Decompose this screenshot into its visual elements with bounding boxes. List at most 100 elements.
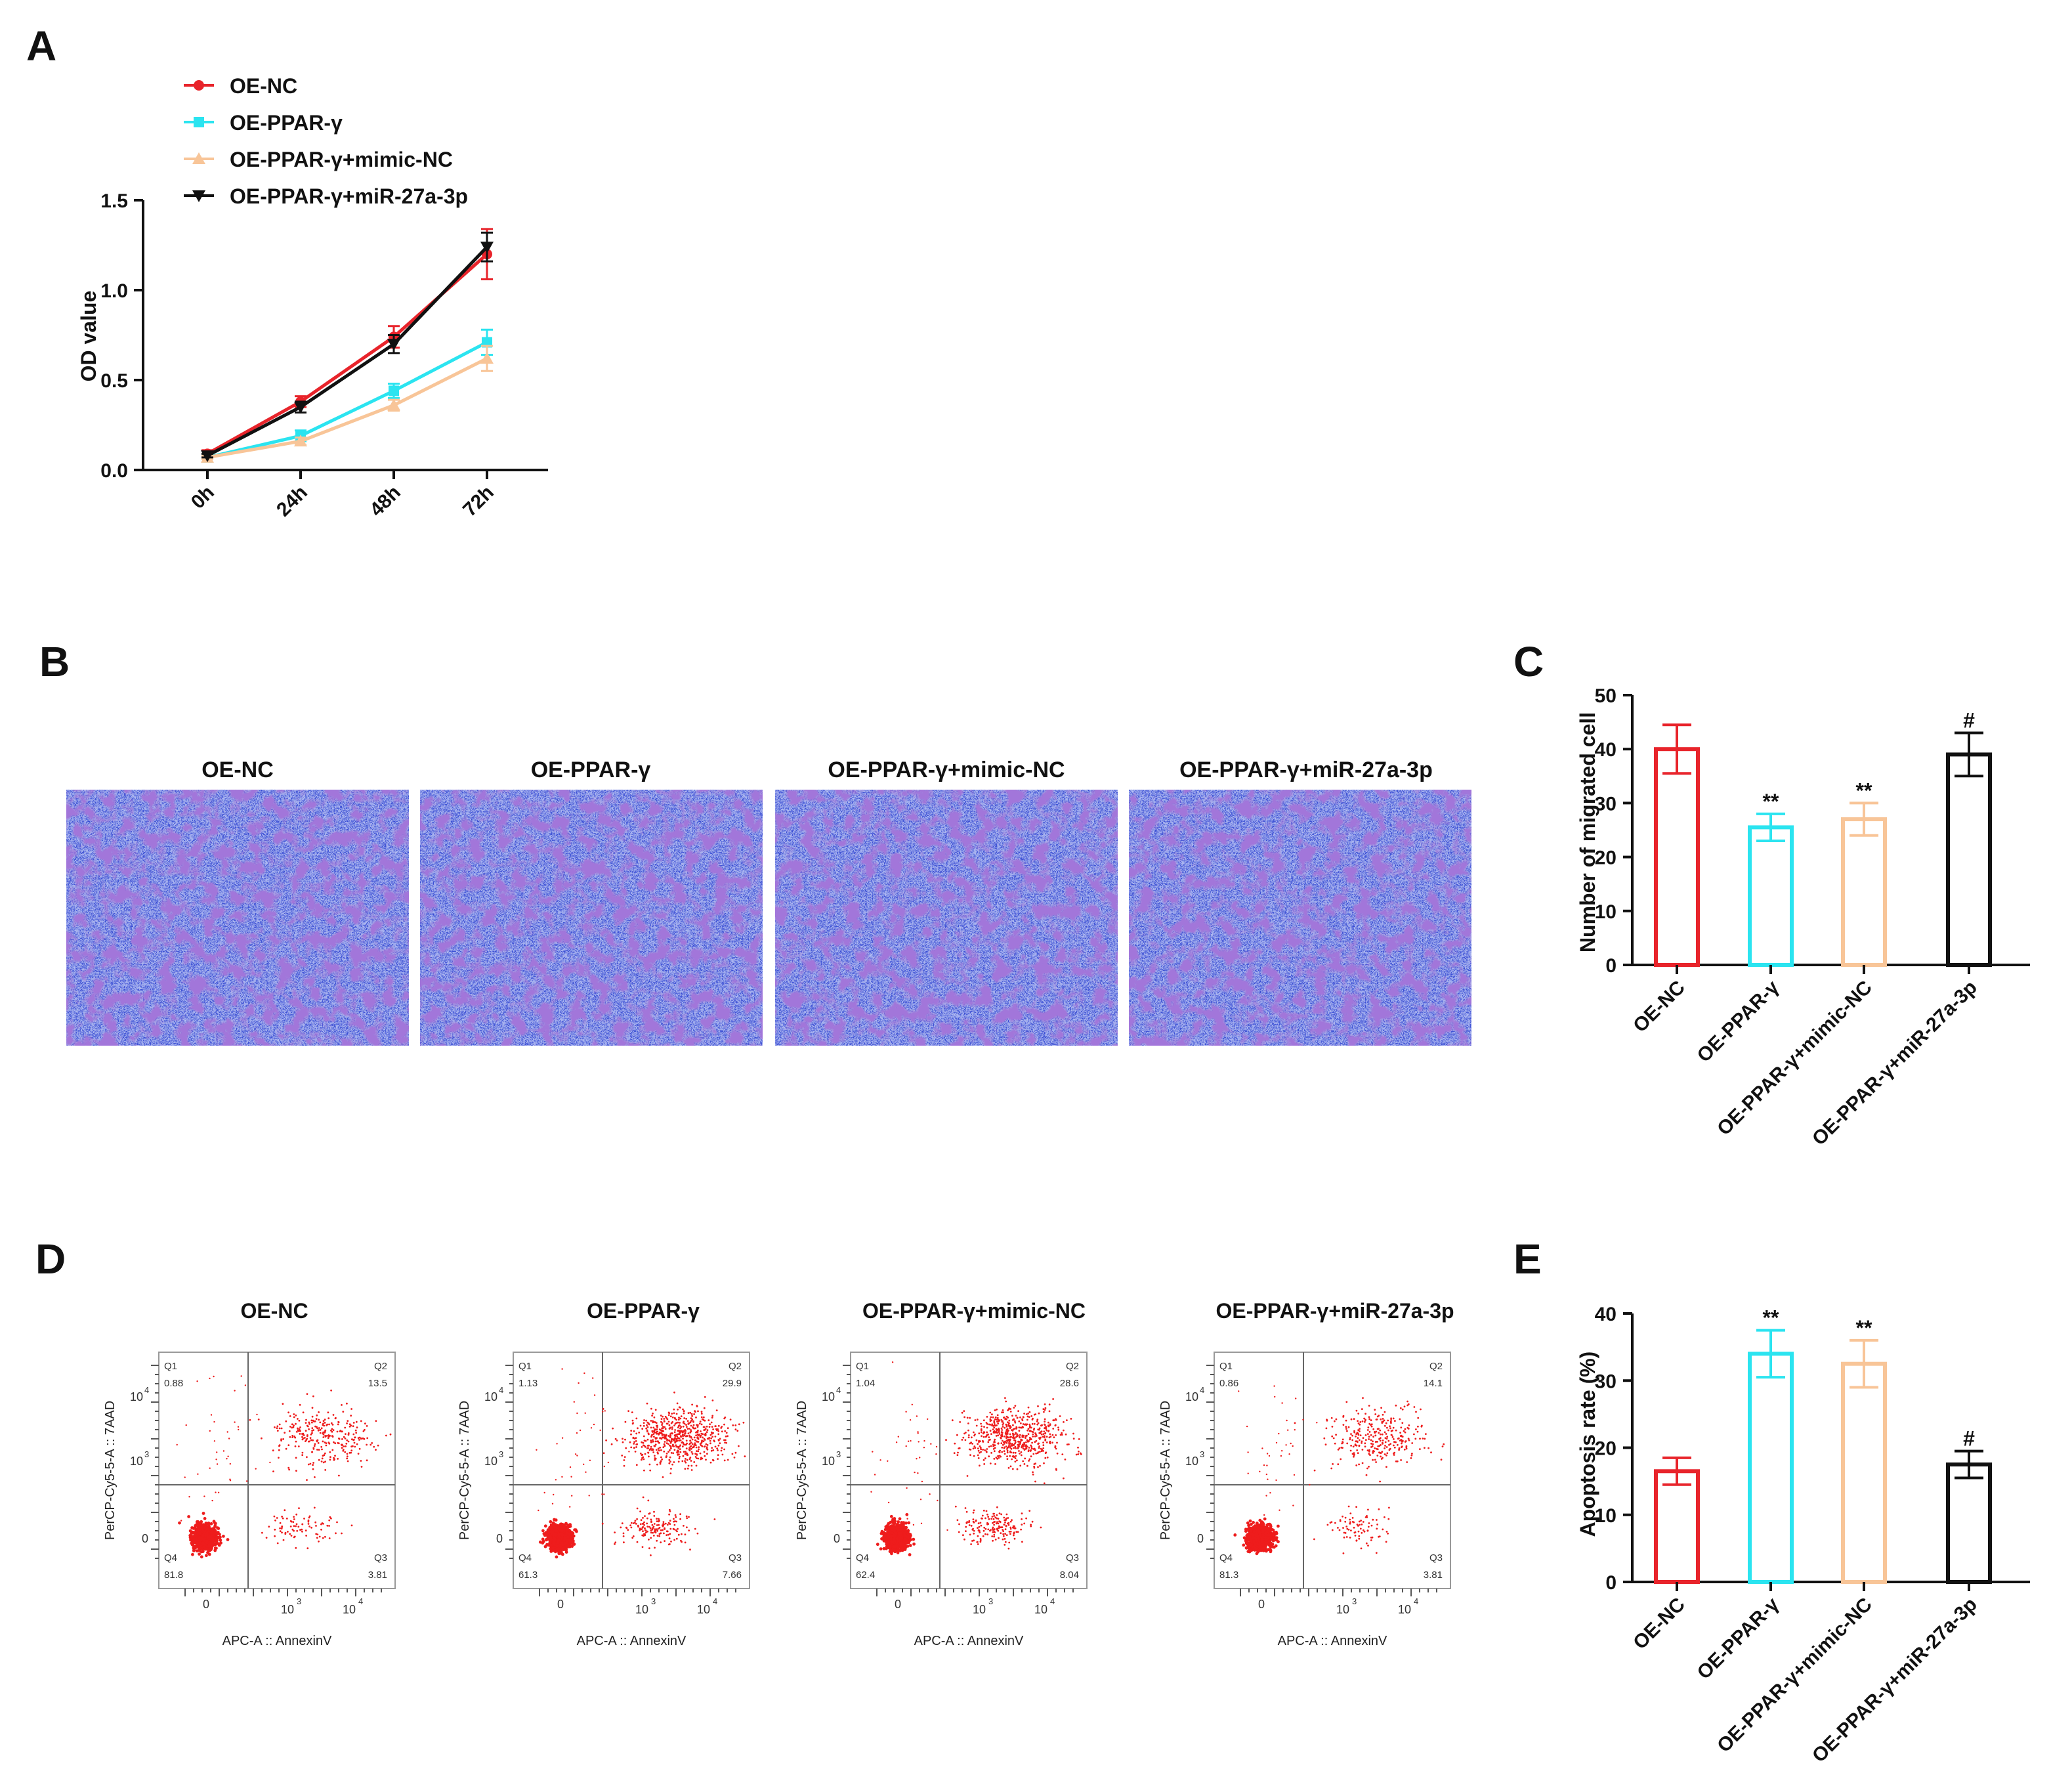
- scatter-point: [956, 1454, 959, 1457]
- scatter-point: [297, 1430, 300, 1432]
- scatter-point: [969, 1533, 971, 1536]
- scatter-point: [675, 1516, 677, 1518]
- scatter-point: [1040, 1431, 1042, 1434]
- scatter-point: [983, 1419, 985, 1422]
- scatter-point: [280, 1527, 283, 1530]
- scatter-point: [652, 1451, 655, 1453]
- scatter-point: [646, 1421, 649, 1424]
- y-axis-label: PerCP-Cy5-5-A :: 7AAD: [103, 1401, 117, 1540]
- scatter-point: [690, 1441, 692, 1444]
- scatter-point: [553, 1536, 556, 1540]
- scatter-point: [329, 1516, 331, 1518]
- data-point: [387, 339, 400, 351]
- scatter-point: [215, 1459, 217, 1461]
- scatter-point: [994, 1539, 997, 1541]
- scatter-point: [736, 1430, 739, 1432]
- scatter-point: [1014, 1451, 1017, 1454]
- y-tick-label: 10: [1595, 901, 1617, 923]
- scatter-point: [288, 1468, 290, 1471]
- y-tick-exponent: 3: [144, 1449, 149, 1459]
- scatter-point: [690, 1451, 693, 1453]
- scatter-point: [647, 1499, 650, 1502]
- scatter-point: [883, 1533, 887, 1537]
- scatter-point: [641, 1528, 643, 1531]
- scatter-point: [346, 1455, 349, 1458]
- scatter-point: [347, 1440, 350, 1443]
- scatter-point: [696, 1437, 698, 1439]
- scatter-point: [973, 1539, 975, 1542]
- legend-entry-oe-ppar-y-mimic-nc: OE-PPAR-γ+mimic-NC: [184, 148, 453, 171]
- scatter-point: [1034, 1413, 1037, 1416]
- scatter-point: [662, 1476, 664, 1478]
- scatter-point: [353, 1441, 356, 1444]
- scatter-point: [701, 1457, 704, 1460]
- scatter-point: [670, 1440, 673, 1443]
- scatter-point: [689, 1457, 692, 1459]
- scatter-point: [201, 1550, 205, 1554]
- scatter-point: [346, 1402, 348, 1405]
- scatter-point: [957, 1451, 959, 1454]
- scatter-point: [991, 1413, 993, 1416]
- scatter-point: [342, 1411, 345, 1413]
- scatter-point: [677, 1419, 680, 1421]
- scatter-point: [1015, 1455, 1017, 1457]
- scatter-point: [1008, 1440, 1011, 1443]
- scatter-point: [1009, 1443, 1011, 1445]
- scatter-point: [649, 1469, 652, 1472]
- scatter-point: [633, 1443, 635, 1445]
- scatter-point: [316, 1533, 319, 1536]
- scatter-point: [1042, 1450, 1044, 1452]
- scatter-point: [1004, 1446, 1005, 1449]
- scatter-point: [972, 1447, 975, 1450]
- scatter-point: [318, 1449, 320, 1451]
- scatter-point: [677, 1421, 679, 1424]
- scatter-point: [691, 1443, 694, 1445]
- scatter-point: [650, 1518, 652, 1521]
- scatter-point: [1028, 1411, 1031, 1413]
- scatter-point: [1042, 1433, 1045, 1436]
- scatter-point: [994, 1438, 996, 1441]
- scatter-point: [543, 1524, 547, 1528]
- scatter-point: [633, 1447, 635, 1449]
- scatter-point: [690, 1460, 692, 1462]
- scatter-point: [1009, 1427, 1011, 1430]
- scatter-point: [603, 1465, 605, 1468]
- scatter-point: [654, 1528, 656, 1531]
- scatter-point: [1033, 1465, 1035, 1468]
- scatter-point: [664, 1441, 666, 1443]
- scatter-point: [664, 1522, 667, 1525]
- scatter-point: [694, 1427, 697, 1430]
- scatter-point: [698, 1446, 700, 1449]
- scatter-point: [997, 1434, 1000, 1437]
- legend-label: OE-NC: [230, 74, 297, 98]
- scatter-point: [336, 1430, 339, 1433]
- scatter-point: [1023, 1443, 1026, 1445]
- scatter-point: [721, 1447, 723, 1449]
- scatter-point: [648, 1525, 650, 1528]
- scatter-point: [312, 1439, 314, 1441]
- scatter-point: [296, 1430, 298, 1433]
- bar-oe-nc: [1654, 747, 1700, 967]
- scatter-point: [1038, 1438, 1041, 1440]
- scatter-point: [674, 1520, 676, 1522]
- scatter-point: [996, 1417, 999, 1419]
- scatter-point: [677, 1461, 680, 1463]
- scatter-point: [561, 1437, 564, 1439]
- scatter-point: [660, 1429, 662, 1432]
- scatter-point: [981, 1435, 983, 1438]
- scatter-point: [629, 1524, 631, 1527]
- scatter-point: [642, 1444, 645, 1447]
- scatter-point: [308, 1421, 310, 1424]
- scatter-point: [678, 1406, 681, 1409]
- scatter-point: [201, 1541, 205, 1545]
- scatter-point: [237, 1426, 240, 1428]
- scatter-point: [653, 1430, 656, 1432]
- scatter-point: [669, 1444, 671, 1447]
- scatter-point: [337, 1441, 339, 1444]
- scatter-point: [885, 1547, 888, 1550]
- scatter-point: [909, 1534, 912, 1538]
- scatter-point: [993, 1421, 996, 1424]
- scatter-point: [717, 1433, 720, 1436]
- scatter-point: [310, 1419, 313, 1422]
- scatter-point: [669, 1527, 672, 1530]
